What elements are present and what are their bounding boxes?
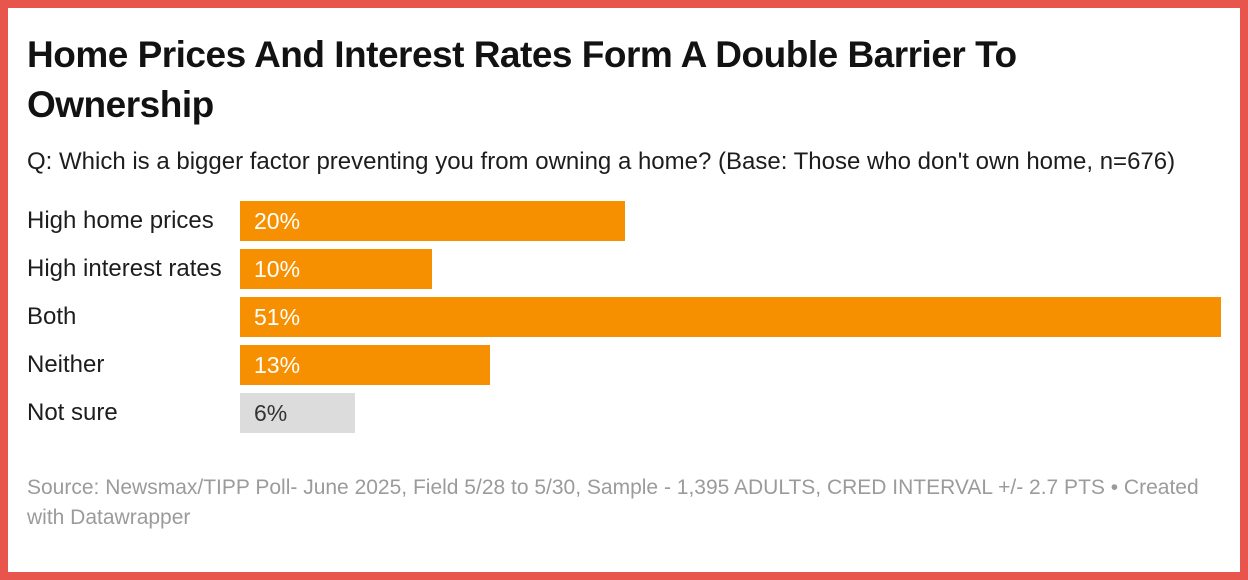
- bar-row: Both 51%: [27, 297, 1221, 337]
- source-text: Source: Newsmax/TIPP Poll- June 2025, Fi…: [27, 476, 1199, 529]
- bar-track: 6%: [240, 393, 1221, 433]
- bar-value-label: 51%: [254, 303, 301, 330]
- bar-row: High home prices 20%: [27, 201, 1221, 241]
- bar-value-label: 13%: [254, 351, 301, 378]
- bar-value-label: 6%: [254, 399, 288, 426]
- bar-row: Neither 13%: [27, 345, 1221, 385]
- bar-track: 20%: [240, 201, 1221, 241]
- bar-track: 10%: [240, 249, 1221, 289]
- page-title: Home Prices And Interest Rates Form A Do…: [27, 34, 1017, 125]
- bar-row: Not sure 6%: [27, 393, 1221, 433]
- bar: 6%: [240, 393, 356, 433]
- category-label: High home prices: [27, 207, 214, 234]
- category-label: High interest rates: [27, 255, 222, 282]
- bar-row: High interest rates 10%: [27, 249, 1221, 289]
- bar-track: 51%: [240, 297, 1221, 337]
- category-label: Neither: [27, 351, 105, 378]
- bar: 20%: [240, 201, 625, 241]
- category-label: Both: [27, 303, 77, 330]
- question-text: Q: Which is a bigger factor preventing y…: [27, 148, 1176, 175]
- bar: 10%: [240, 249, 433, 289]
- category-label: Not sure: [27, 399, 118, 426]
- chart-card-content: Home Prices And Interest Rates Form A Do…: [8, 8, 1240, 533]
- bar-value-label: 20%: [254, 207, 301, 234]
- bar: 51%: [240, 297, 1221, 337]
- bar: 13%: [240, 345, 491, 385]
- bar-chart: High home prices 20% High interest rates 10…: [27, 201, 1221, 433]
- bar-track: 13%: [240, 345, 1221, 385]
- bar-value-label: 10%: [254, 255, 301, 282]
